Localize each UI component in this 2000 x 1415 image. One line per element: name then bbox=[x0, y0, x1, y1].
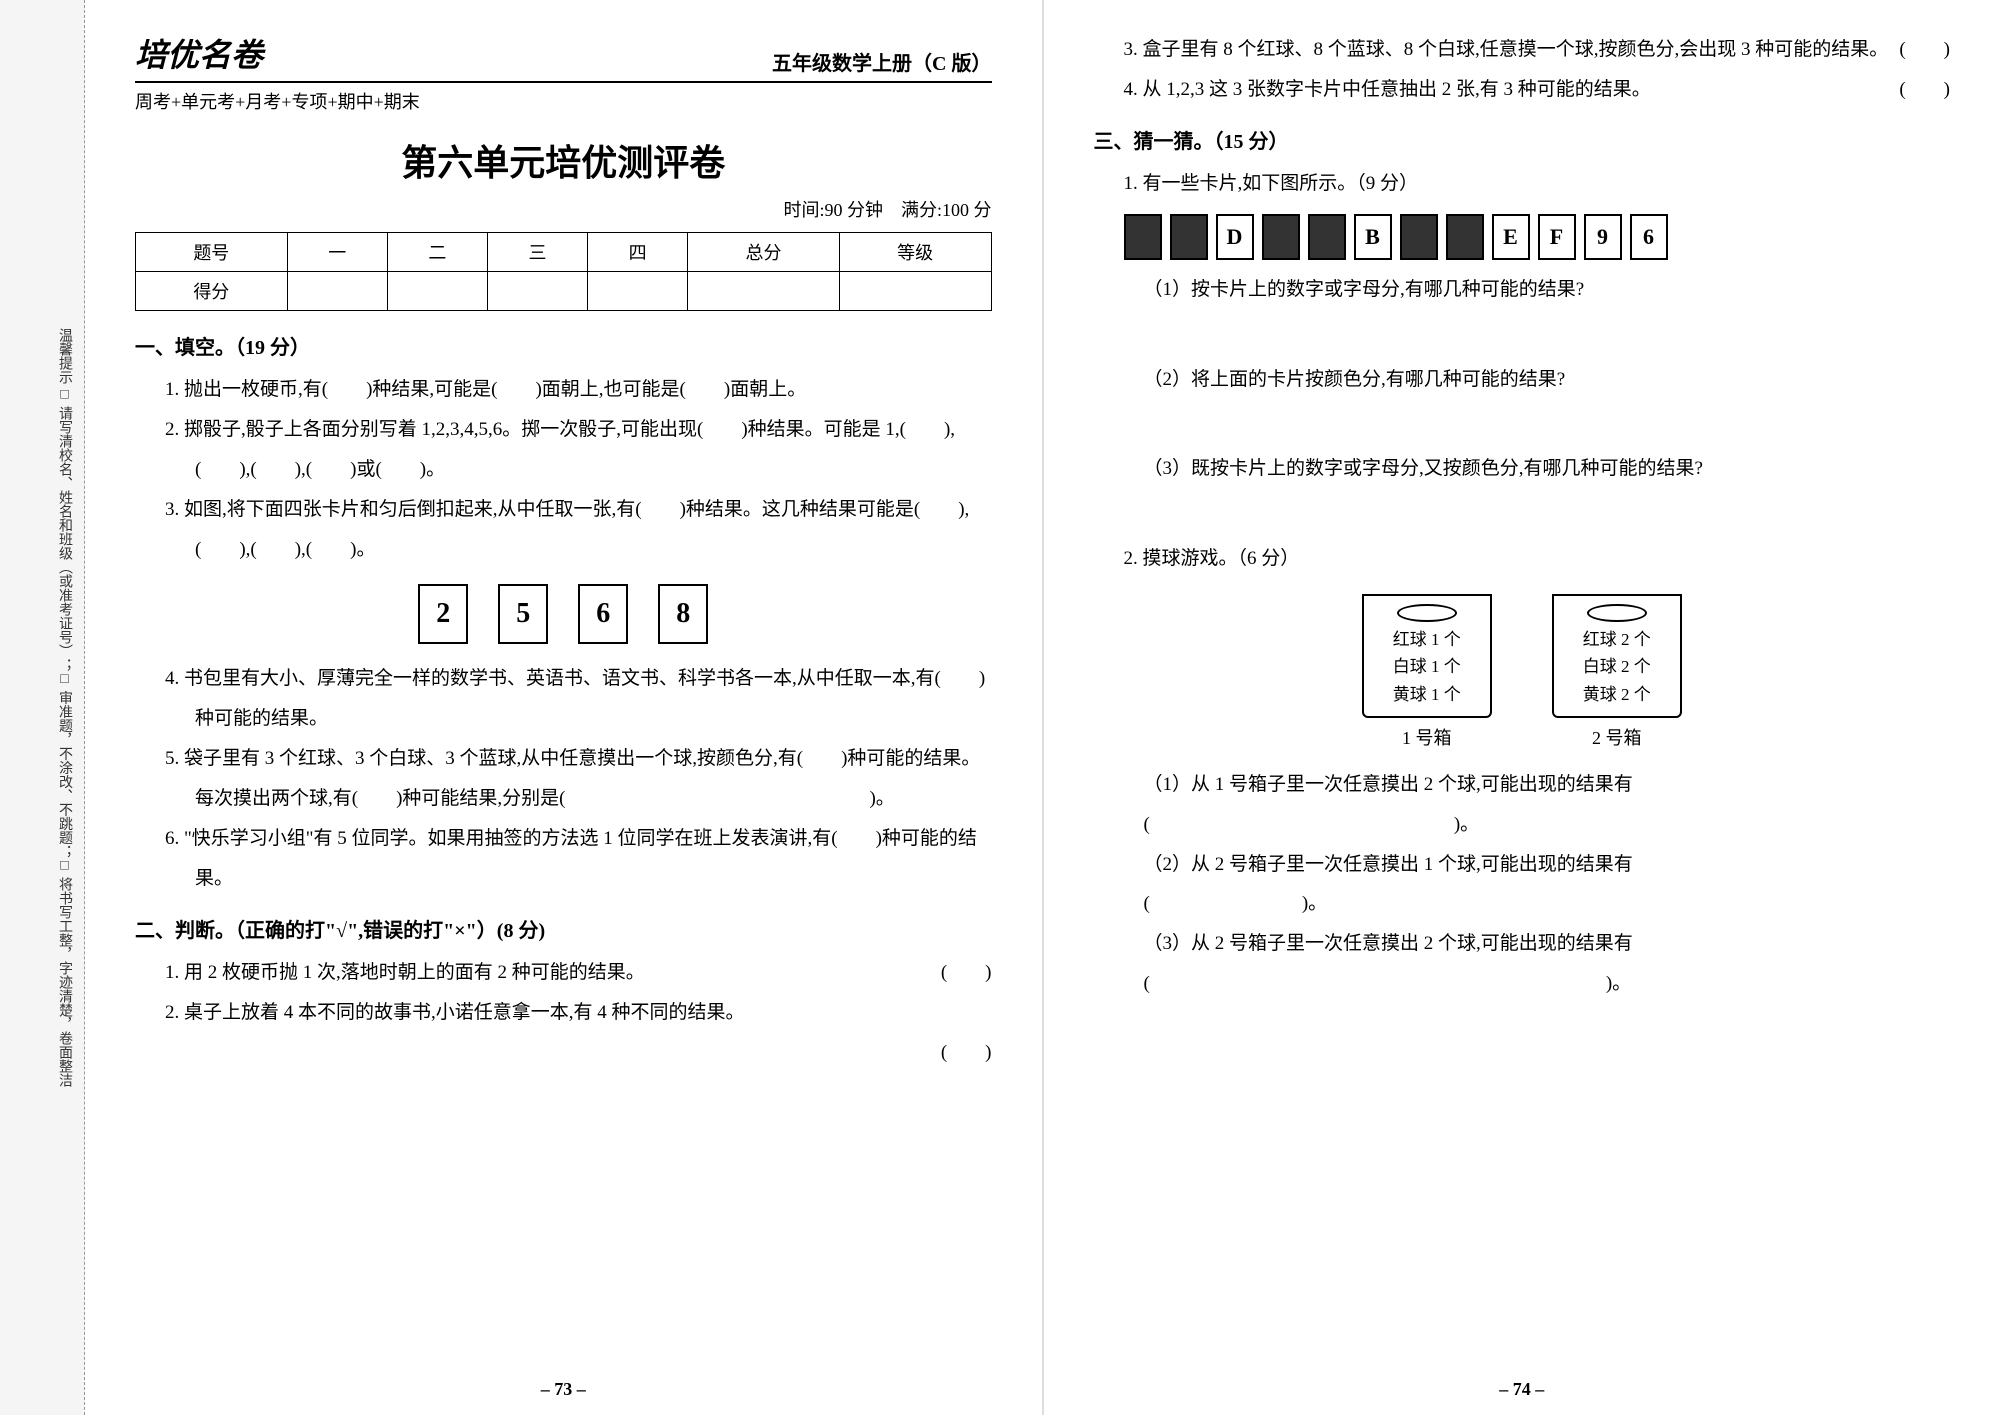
cell bbox=[487, 272, 587, 311]
q3-1-3: （3）既按卡片上的数字或字母分,又按颜色分,有哪几种可能的结果? bbox=[1144, 449, 1951, 489]
q2-2-paren: ( ) bbox=[165, 1033, 992, 1073]
q3-2-3b: ( )。 bbox=[1144, 964, 1951, 1004]
q2-2-text: 2. 桌子上放着 4 本不同的故事书,小诺任意拿一本,有 4 种不同的结果。 bbox=[165, 1002, 745, 1023]
card: E bbox=[1492, 214, 1530, 260]
q1-3: 3. 如图,将下面四张卡片和匀后倒扣起来,从中任取一张,有( )种结果。这几种结… bbox=[165, 490, 992, 570]
binding-margin: 温馨提示 □ 请写清校名、姓名和班级（或准考证号）；□ 审准题，不涂改、不跳题；… bbox=[0, 0, 85, 1415]
box-2-shape: 红球 2 个 白球 2 个 黄球 2 个 bbox=[1552, 594, 1682, 718]
card: 6 bbox=[1630, 214, 1668, 260]
score-table: 题号 一 二 三 四 总分 等级 得分 bbox=[135, 232, 992, 311]
q3-2-2b: ( )。 bbox=[1144, 884, 1951, 924]
box-lid-icon bbox=[1587, 604, 1647, 622]
q1-1: 1. 抛出一枚硬币,有( )种结果,可能是( )面朝上,也可能是( )面朝上。 bbox=[165, 370, 992, 410]
q2-4: 4. 从 1,2,3 这 3 张数字卡片中任意抽出 2 张,有 3 种可能的结果… bbox=[1124, 70, 1951, 110]
page-right: 3. 盒子里有 8 个红球、8 个蓝球、8 个白球,任意摸一个球,按颜色分,会出… bbox=[1044, 0, 2000, 1415]
q2-1-text: 1. 用 2 枚硬币抛 1 次,落地时朝上的面有 2 种可能的结果。 bbox=[165, 962, 645, 983]
main-title: 第六单元培优测评卷 bbox=[135, 134, 992, 186]
th: 总分 bbox=[688, 233, 840, 272]
box-1-line: 黄球 1 个 bbox=[1372, 681, 1482, 708]
th: 一 bbox=[287, 233, 387, 272]
q2-3-text: 3. 盒子里有 8 个红球、8 个蓝球、8 个白球,任意摸一个球,按颜色分,会出… bbox=[1124, 39, 1889, 60]
page-left: 培优名卷 五年级数学上册（C 版） 周考+单元考+月考+专项+期中+期末 第六单… bbox=[85, 0, 1044, 1415]
q3-2: 2. 摸球游戏。（6 分） bbox=[1124, 539, 1951, 579]
th: 等级 bbox=[839, 233, 991, 272]
q1-3-cards: 2 5 6 8 bbox=[135, 584, 992, 644]
q1-2: 2. 掷骰子,骰子上各面分别写着 1,2,3,4,5,6。掷一次骰子,可能出现(… bbox=[165, 410, 992, 490]
grade-info: 五年级数学上册（C 版） bbox=[772, 47, 991, 76]
card: B bbox=[1354, 214, 1392, 260]
q3-1-2: （2）将上面的卡片按颜色分,有哪几种可能的结果? bbox=[1144, 360, 1951, 400]
q1-6: 6. "快乐学习小组"有 5 位同学。如果用抽签的方法选 1 位同学在班上发表演… bbox=[165, 819, 992, 899]
table-row: 得分 bbox=[136, 272, 992, 311]
section-3-title: 三、猜一猜。（15 分） bbox=[1094, 125, 1951, 154]
box-2-label: 2 号箱 bbox=[1552, 724, 1682, 750]
card: 6 bbox=[578, 584, 628, 644]
cell bbox=[688, 272, 840, 311]
box-diagram: 红球 1 个 白球 1 个 黄球 1 个 1 号箱 红球 2 个 白球 2 个 … bbox=[1094, 594, 1951, 750]
card: 5 bbox=[498, 584, 548, 644]
box-1: 红球 1 个 白球 1 个 黄球 1 个 1 号箱 bbox=[1362, 594, 1492, 750]
subtitle: 周考+单元考+月考+专项+期中+期末 bbox=[135, 88, 992, 114]
section-2-title: 二、判断。（正确的打"√",错误的打"×"）(8 分) bbox=[135, 914, 992, 943]
q3-1-cards: D B E F 9 6 bbox=[1124, 214, 1951, 260]
box-2-line: 黄球 2 个 bbox=[1562, 681, 1672, 708]
th: 二 bbox=[387, 233, 487, 272]
box-lid-icon bbox=[1397, 604, 1457, 622]
cell bbox=[588, 272, 688, 311]
box-1-line: 白球 1 个 bbox=[1372, 653, 1482, 680]
q2-1: 1. 用 2 枚硬币抛 1 次,落地时朝上的面有 2 种可能的结果。 ( ) bbox=[165, 953, 992, 993]
card bbox=[1262, 214, 1300, 260]
page-number-right: – 74 – bbox=[1499, 1379, 1544, 1400]
score-label: 得分 bbox=[136, 272, 288, 311]
cell bbox=[287, 272, 387, 311]
th: 三 bbox=[487, 233, 587, 272]
q3-2-1b: ( )。 bbox=[1144, 805, 1951, 845]
q3-1-1: （1）按卡片上的数字或字母分,有哪几种可能的结果? bbox=[1144, 270, 1951, 310]
page-header: 培优名卷 五年级数学上册（C 版） bbox=[135, 30, 992, 83]
cell bbox=[839, 272, 991, 311]
paren: ( ) bbox=[971, 953, 992, 993]
time-score: 时间:90 分钟 满分:100 分 bbox=[135, 196, 992, 222]
paren: ( ) bbox=[1929, 70, 1950, 110]
q3-2-1: （1）从 1 号箱子里一次任意摸出 2 个球,可能出现的结果有 bbox=[1144, 765, 1951, 805]
q2-2: 2. 桌子上放着 4 本不同的故事书,小诺任意拿一本,有 4 种不同的结果。 bbox=[165, 993, 992, 1033]
paren: ( ) bbox=[1929, 30, 1950, 70]
logo-title: 培优名卷 bbox=[135, 30, 263, 76]
cell bbox=[387, 272, 487, 311]
card bbox=[1124, 214, 1162, 260]
card: D bbox=[1216, 214, 1254, 260]
q2-3: 3. 盒子里有 8 个红球、8 个蓝球、8 个白球,任意摸一个球,按颜色分,会出… bbox=[1124, 30, 1951, 70]
card: 9 bbox=[1584, 214, 1622, 260]
card bbox=[1446, 214, 1484, 260]
card bbox=[1170, 214, 1208, 260]
box-2: 红球 2 个 白球 2 个 黄球 2 个 2 号箱 bbox=[1552, 594, 1682, 750]
th: 四 bbox=[588, 233, 688, 272]
card bbox=[1308, 214, 1346, 260]
card bbox=[1400, 214, 1438, 260]
card: F bbox=[1538, 214, 1576, 260]
box-2-line: 红球 2 个 bbox=[1562, 626, 1672, 653]
box-1-line: 红球 1 个 bbox=[1372, 626, 1482, 653]
q1-4: 4. 书包里有大小、厚薄完全一样的数学书、英语书、语文书、科学书各一本,从中任取… bbox=[165, 659, 992, 739]
box-1-shape: 红球 1 个 白球 1 个 黄球 1 个 bbox=[1362, 594, 1492, 718]
page-number-left: – 73 – bbox=[541, 1379, 586, 1400]
q2-4-text: 4. 从 1,2,3 这 3 张数字卡片中任意抽出 2 张,有 3 种可能的结果… bbox=[1124, 79, 1651, 100]
card: 8 bbox=[658, 584, 708, 644]
th: 题号 bbox=[136, 233, 288, 272]
margin-notes: 温馨提示 □ 请写清校名、姓名和班级（或准考证号）；□ 审准题，不涂改、不跳题；… bbox=[54, 328, 74, 1087]
q3-1: 1. 有一些卡片,如下图所示。（9 分） bbox=[1124, 164, 1951, 204]
box-1-label: 1 号箱 bbox=[1362, 724, 1492, 750]
page-container: 温馨提示 □ 请写清校名、姓名和班级（或准考证号）；□ 审准题，不涂改、不跳题；… bbox=[0, 0, 2000, 1415]
section-1-title: 一、填空。（19 分） bbox=[135, 331, 992, 360]
card: 2 bbox=[418, 584, 468, 644]
q3-2-3: （3）从 2 号箱子里一次任意摸出 2 个球,可能出现的结果有 bbox=[1144, 924, 1951, 964]
q3-2-2: （2）从 2 号箱子里一次任意摸出 1 个球,可能出现的结果有 bbox=[1144, 845, 1951, 885]
box-2-line: 白球 2 个 bbox=[1562, 653, 1672, 680]
q1-5: 5. 袋子里有 3 个红球、3 个白球、3 个蓝球,从中任意摸出一个球,按颜色分… bbox=[165, 739, 992, 819]
table-row: 题号 一 二 三 四 总分 等级 bbox=[136, 233, 992, 272]
